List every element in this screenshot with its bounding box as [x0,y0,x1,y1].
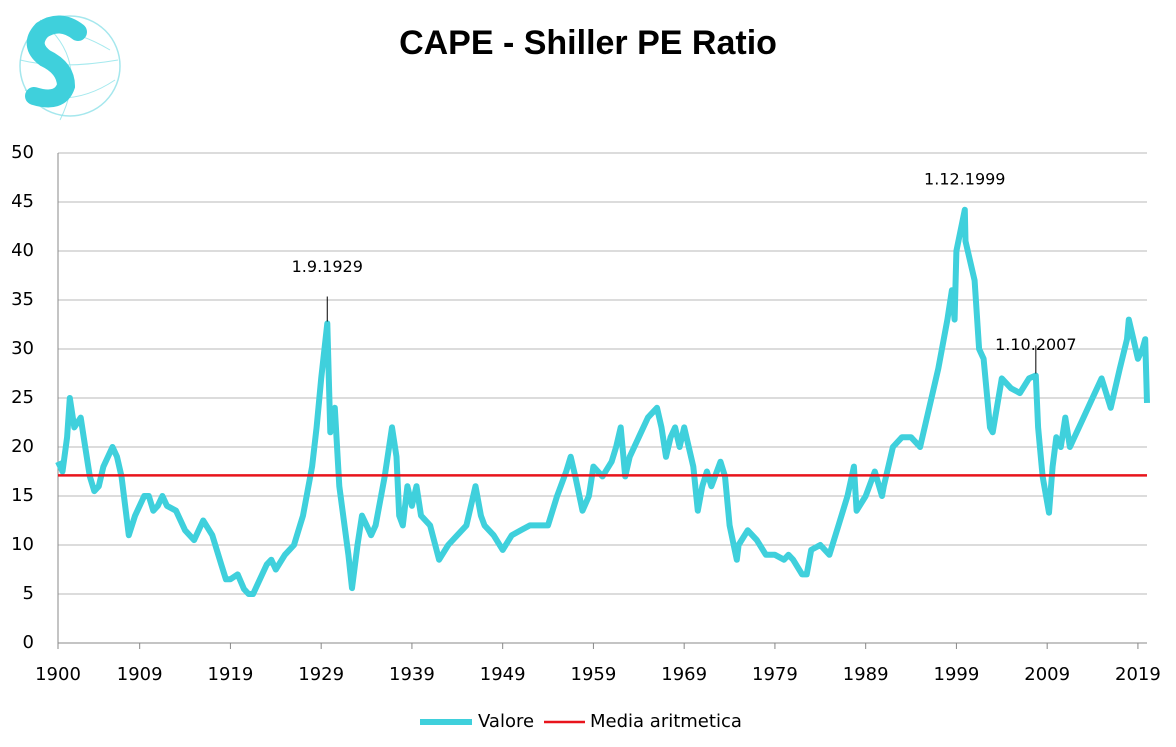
logo [19,15,121,121]
y-tick-label: 10 [11,534,34,555]
y-tick-label: 25 [11,387,34,408]
annotation: 1.10.2007 [995,335,1076,354]
y-tick-label: 20 [11,436,34,457]
y-tick-label: 50 [11,142,34,163]
y-tick-label: 45 [11,191,34,212]
y-tick-label: 5 [23,583,34,604]
y-tick-label: 40 [11,240,34,261]
x-tick-label: 1929 [298,664,344,685]
x-tick-label: 1979 [752,664,798,685]
annotation: 1.9.1929 [292,257,363,276]
x-tick-label: 1900 [35,664,81,685]
x-tick-label: 1959 [571,664,617,685]
data-line [55,206,1150,597]
y-tick-label: 0 [23,632,34,653]
x-tick-label: 1989 [843,664,889,685]
x-tick-label: 2019 [1115,664,1161,685]
x-tick-label: 1919 [208,664,254,685]
legend-label: Valore [478,711,534,732]
x-tick-label: 1939 [389,664,435,685]
y-tick-label: 35 [11,289,34,310]
y-tick-label: 15 [11,485,34,506]
x-tick-label: 1969 [661,664,707,685]
x-tick-label: 1999 [934,664,980,685]
x-tick-label: 2009 [1024,664,1070,685]
legend-label: Media aritmetica [590,711,742,732]
annotation: 1.12.1999 [924,169,1005,188]
y-tick-label: 30 [11,338,34,359]
chart-title: CAPE - Shiller PE Ratio [399,24,777,62]
x-tick-label: 1909 [117,664,163,685]
x-tick-label: 1949 [480,664,526,685]
